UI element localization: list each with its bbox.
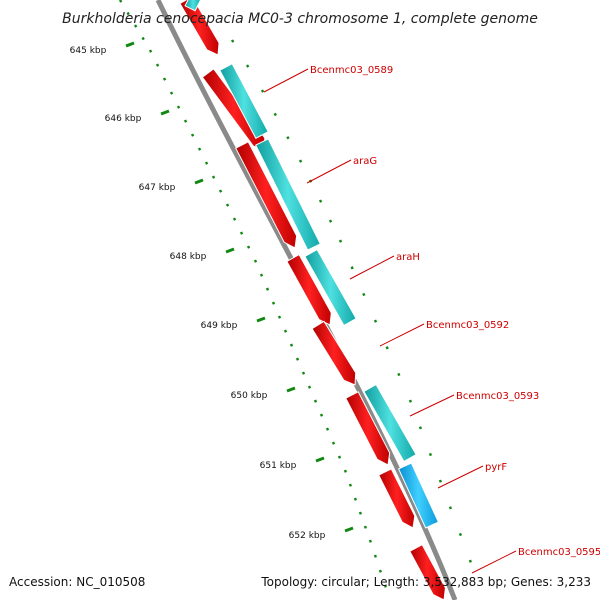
map-title: Burkholderia cenocepacia MC0-3 chromosom…: [62, 11, 538, 27]
major-tick: [256, 316, 266, 323]
tick-label: 649 kbp: [201, 321, 238, 331]
label-leader-line: [409, 394, 455, 417]
reverse-gene-arrow[interactable]: [304, 248, 357, 327]
major-tick: [225, 247, 235, 254]
major-tick: [286, 386, 296, 393]
label-leader-line: [379, 323, 425, 347]
gene-label[interactable]: Bcenmc03_0592: [426, 320, 509, 331]
label-leader-line: [263, 68, 309, 93]
gene-label[interactable]: Bcenmc03_0593: [456, 391, 539, 402]
label-leader-line: [437, 465, 484, 489]
major-tick: [194, 178, 204, 185]
gene-label[interactable]: pyrF: [485, 462, 507, 473]
major-tick: [160, 109, 170, 116]
tick-label: 645 kbp: [70, 46, 107, 56]
label-leader-line: [471, 550, 517, 574]
forward-gene-arrow[interactable]: [286, 253, 332, 326]
major-tick: [125, 41, 135, 48]
major-tick: [344, 526, 354, 533]
forward-gene-arrow[interactable]: [378, 468, 416, 529]
accession-text: Accession: NC_010508: [9, 575, 145, 589]
tick-label: 652 kbp: [289, 531, 326, 541]
gene-label[interactable]: araG: [353, 156, 377, 167]
highlighted-gene-arrow[interactable]: [397, 462, 440, 529]
forward-gene-arrow[interactable]: [179, 0, 220, 56]
reverse-gene-arrow[interactable]: [255, 138, 321, 251]
tick-label: 648 kbp: [170, 252, 207, 262]
label-leader-line: [349, 255, 395, 280]
gene-label[interactable]: araH: [396, 252, 420, 263]
forward-gene-arrow[interactable]: [345, 391, 391, 466]
tick-label: 650 kbp: [231, 391, 268, 401]
gene-features: Bcenmc03_0589 araG araH Bcenmc03_0592 Bcenmc…: [179, 0, 600, 600]
major-tick: [315, 456, 325, 463]
forward-gene-arrow[interactable]: [409, 544, 446, 600]
genome-summary-text: Topology: circular; Length: 3,532,883 bp…: [260, 575, 591, 589]
forward-gene-arrow[interactable]: [311, 320, 357, 386]
gene-label[interactable]: Bcenmc03_0595: [518, 547, 600, 558]
tick-label: 647 kbp: [139, 183, 176, 193]
kbp-ticks: 645 kbp 646 kbp 647 kbp 648 kbp 649 kbp 650 k…: [70, 0, 472, 588]
reverse-gene-arrow[interactable]: [363, 383, 417, 463]
tick-label: 651 kbp: [260, 461, 297, 471]
gene-label[interactable]: Bcenmc03_0589: [310, 65, 393, 76]
tick-label: 646 kbp: [105, 114, 142, 124]
reverse-gene-arrow[interactable]: [219, 63, 269, 139]
reverse-gene-arrow[interactable]: [184, 0, 202, 12]
forward-gene-arrow[interactable]: [235, 141, 298, 249]
label-leader-line: [306, 159, 352, 184]
